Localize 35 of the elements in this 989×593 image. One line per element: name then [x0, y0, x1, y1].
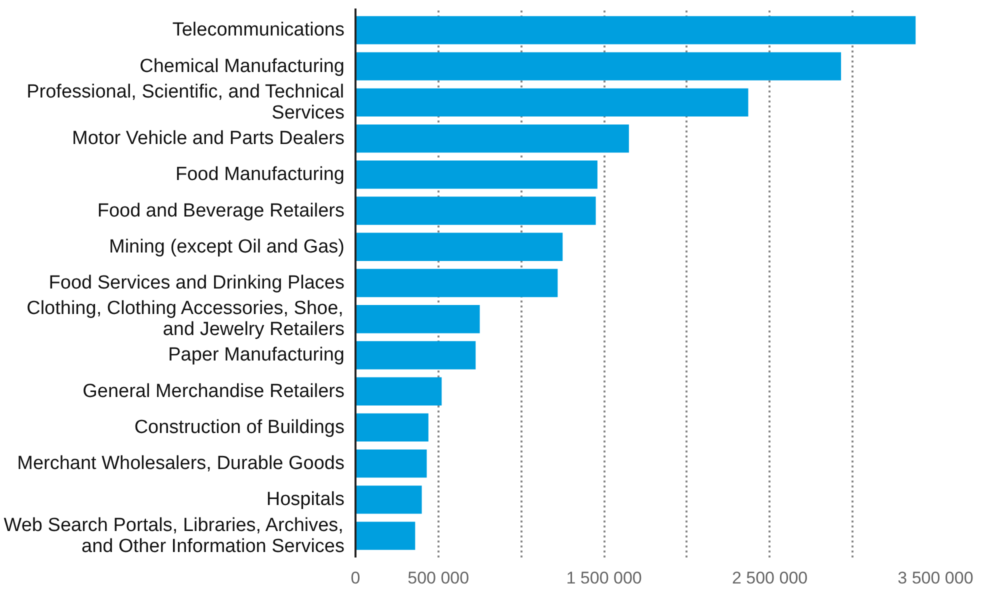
y-tick-label: Paper Manufacturing: [168, 344, 345, 366]
y-tick-label: General Merchandise Retailers: [82, 380, 345, 402]
y-tick-label: Mining (except Oil and Gas): [109, 236, 345, 258]
bar: [356, 88, 748, 116]
bar: [356, 341, 476, 370]
bar: [356, 413, 428, 442]
bar: [356, 305, 480, 334]
y-tick-label: Food and Beverage Retailers: [97, 200, 345, 222]
bar: [356, 268, 558, 298]
y-tick-label: Professional, Scientific, and Technical Services: [26, 81, 345, 124]
bar: [356, 124, 629, 153]
y-tick-label: Chemical Manufacturing: [140, 56, 345, 77]
x-tick-label: 500 000: [408, 568, 470, 588]
y-tick-label: Food Manufacturing: [176, 164, 345, 186]
x-tick-label: 0: [350, 568, 360, 588]
y-tick-label: Motor Vehicle and Parts Dealers: [72, 128, 344, 150]
bar: [356, 16, 916, 44]
bar: [356, 160, 598, 189]
bar: [356, 486, 422, 514]
x-tick-label: 2 500 000: [732, 568, 808, 588]
y-tick-label: Merchant Wholesalers, Durable Goods: [17, 453, 345, 474]
bar: [356, 196, 596, 225]
x-tick-label: 1 500 000: [566, 568, 642, 588]
y-tick-label: Telecommunications: [172, 20, 345, 41]
x-tick-label: 3 500 000: [898, 568, 974, 588]
bar: [356, 377, 442, 406]
y-tick-label: Construction of Buildings: [134, 416, 345, 438]
y-tick-label: Hospitals: [266, 489, 345, 510]
bar: [356, 52, 842, 80]
y-tick-label: Food Services and Drinking Places: [48, 272, 345, 294]
y-tick-label: Web Search Portals, Libraries, Archives, and Other Information Services: [4, 514, 345, 557]
bar: [356, 450, 427, 478]
bar: [356, 522, 416, 550]
bar: [356, 232, 563, 261]
y-tick-label: Clothing, Clothing Accessories, Shoe, and Jewelry Retailers: [26, 298, 345, 340]
